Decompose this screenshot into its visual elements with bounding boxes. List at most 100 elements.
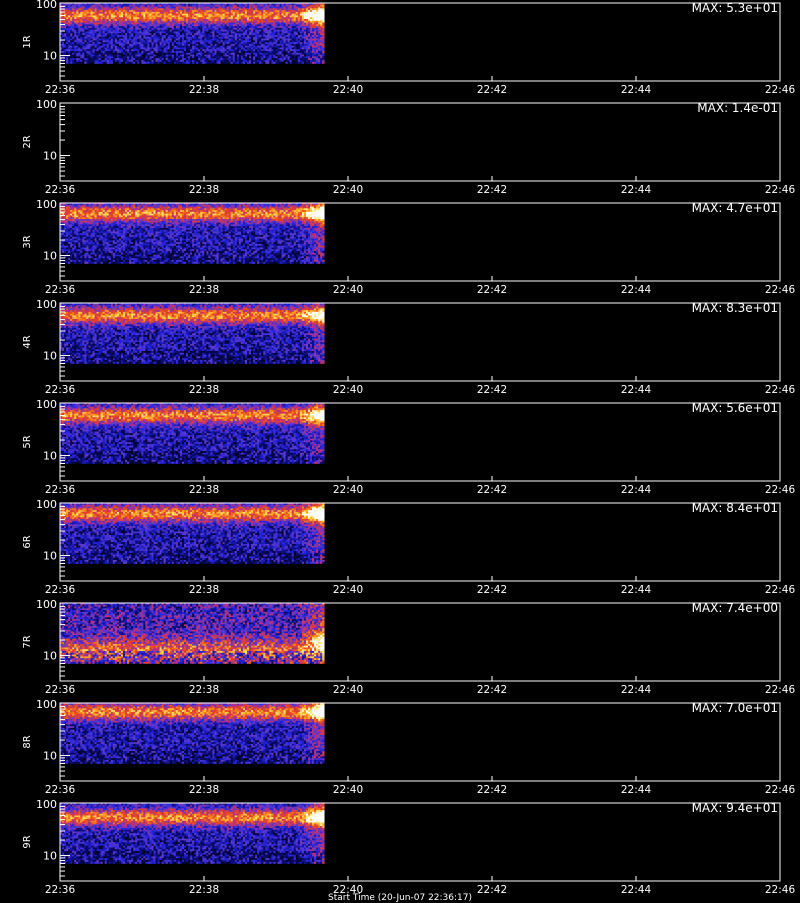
heatmap-cell <box>160 14 162 16</box>
heatmap-cell <box>217 56 219 58</box>
heatmap-cell <box>186 35 188 37</box>
heatmap-cell <box>86 46 88 48</box>
heatmap-cell <box>86 208 88 210</box>
heatmap-cell <box>78 208 80 210</box>
heatmap-cell <box>188 37 190 39</box>
heatmap-cell <box>275 10 277 12</box>
heatmap-cell <box>204 23 206 25</box>
heatmap-cell <box>280 35 282 37</box>
heatmap-cell <box>172 62 174 64</box>
heatmap-cell <box>237 55 239 57</box>
heatmap-cell <box>133 39 135 41</box>
heatmap-cell <box>151 26 153 28</box>
heatmap-cell <box>267 17 269 19</box>
heatmap-cell <box>174 10 176 12</box>
heatmap-cell <box>111 60 113 62</box>
heatmap-cell <box>64 47 66 49</box>
heatmap-cell <box>249 12 251 14</box>
heatmap-cell <box>245 7 247 9</box>
heatmap-cell <box>318 55 320 57</box>
heatmap-cell <box>277 35 279 37</box>
heatmap-cell <box>82 8 84 10</box>
heatmap-cell <box>277 8 279 10</box>
heatmap-cell <box>66 58 68 60</box>
heatmap-cell <box>103 31 105 33</box>
heatmap-cell <box>188 15 190 17</box>
heatmap-cell <box>78 8 80 10</box>
heatmap-cell <box>147 44 149 46</box>
heatmap-cell <box>296 26 298 28</box>
heatmap-cell <box>280 47 282 49</box>
heatmap-cell <box>214 205 216 207</box>
heatmap-cell <box>86 17 88 19</box>
heatmap-cell <box>223 40 225 42</box>
heatmap-cell <box>223 49 225 51</box>
heatmap-cell <box>231 44 233 46</box>
heatmap-cell <box>80 14 82 16</box>
heatmap-cell <box>202 35 204 37</box>
heatmap-cell <box>113 51 115 53</box>
heatmap-cell <box>282 47 284 49</box>
heatmap-cell <box>103 26 105 28</box>
heatmap-cell <box>277 26 279 28</box>
heatmap-cell <box>318 56 320 58</box>
heatmap-cell <box>180 10 182 12</box>
heatmap-cell <box>206 23 208 25</box>
heatmap-cell <box>253 31 255 33</box>
heatmap-cell <box>88 7 90 9</box>
heatmap-cell <box>192 8 194 10</box>
heatmap-cell <box>119 23 121 25</box>
heatmap-cell <box>133 7 135 9</box>
heatmap-cell <box>275 49 277 51</box>
heatmap-cell <box>314 35 316 37</box>
heatmap-cell <box>223 56 225 58</box>
heatmap-cell <box>168 40 170 42</box>
heatmap-cell <box>129 37 131 39</box>
heatmap-cell <box>306 51 308 53</box>
heatmap-cell <box>101 207 103 209</box>
heatmap-cell <box>271 49 273 51</box>
heatmap-cell <box>133 28 135 30</box>
heatmap-cell <box>119 58 121 60</box>
heatmap-cell <box>115 42 117 44</box>
heatmap-cell <box>206 37 208 39</box>
heatmap-cell <box>322 23 324 25</box>
heatmap-cell <box>149 40 151 42</box>
heatmap-cell <box>74 208 76 210</box>
heatmap-cell <box>253 47 255 49</box>
heatmap-cell <box>119 62 121 64</box>
heatmap-cell <box>86 39 88 41</box>
heatmap-cell <box>237 26 239 28</box>
heatmap-cell <box>198 12 200 14</box>
heatmap-cell <box>194 53 196 55</box>
heatmap-cell <box>296 19 298 21</box>
heatmap-cell <box>255 42 257 44</box>
heatmap-cell <box>237 21 239 23</box>
heatmap-cell <box>115 46 117 48</box>
heatmap-cell <box>180 53 182 55</box>
heatmap-cell <box>184 207 186 209</box>
heatmap-cell <box>259 37 261 39</box>
heatmap-cell <box>103 19 105 21</box>
heatmap-cell <box>105 21 107 23</box>
heatmap-cell <box>212 12 214 14</box>
heatmap-cell <box>196 30 198 32</box>
heatmap-cell <box>164 46 166 48</box>
heatmap-cell <box>225 10 227 12</box>
heatmap-cell <box>208 60 210 62</box>
heatmap-cell <box>245 23 247 25</box>
heatmap-cell <box>137 7 139 9</box>
heatmap-cell <box>231 7 233 9</box>
heatmap-cell <box>320 35 322 37</box>
heatmap-cell <box>174 15 176 17</box>
heatmap-cell <box>174 207 176 209</box>
heatmap-cell <box>206 62 208 64</box>
heatmap-cell <box>245 21 247 23</box>
heatmap-cell <box>227 8 229 10</box>
heatmap-cell <box>186 49 188 51</box>
heatmap-cell <box>245 35 247 37</box>
heatmap-cell <box>123 30 125 32</box>
heatmap-cell <box>82 35 84 37</box>
heatmap-cell <box>273 5 275 7</box>
heatmap-cell <box>302 49 304 51</box>
